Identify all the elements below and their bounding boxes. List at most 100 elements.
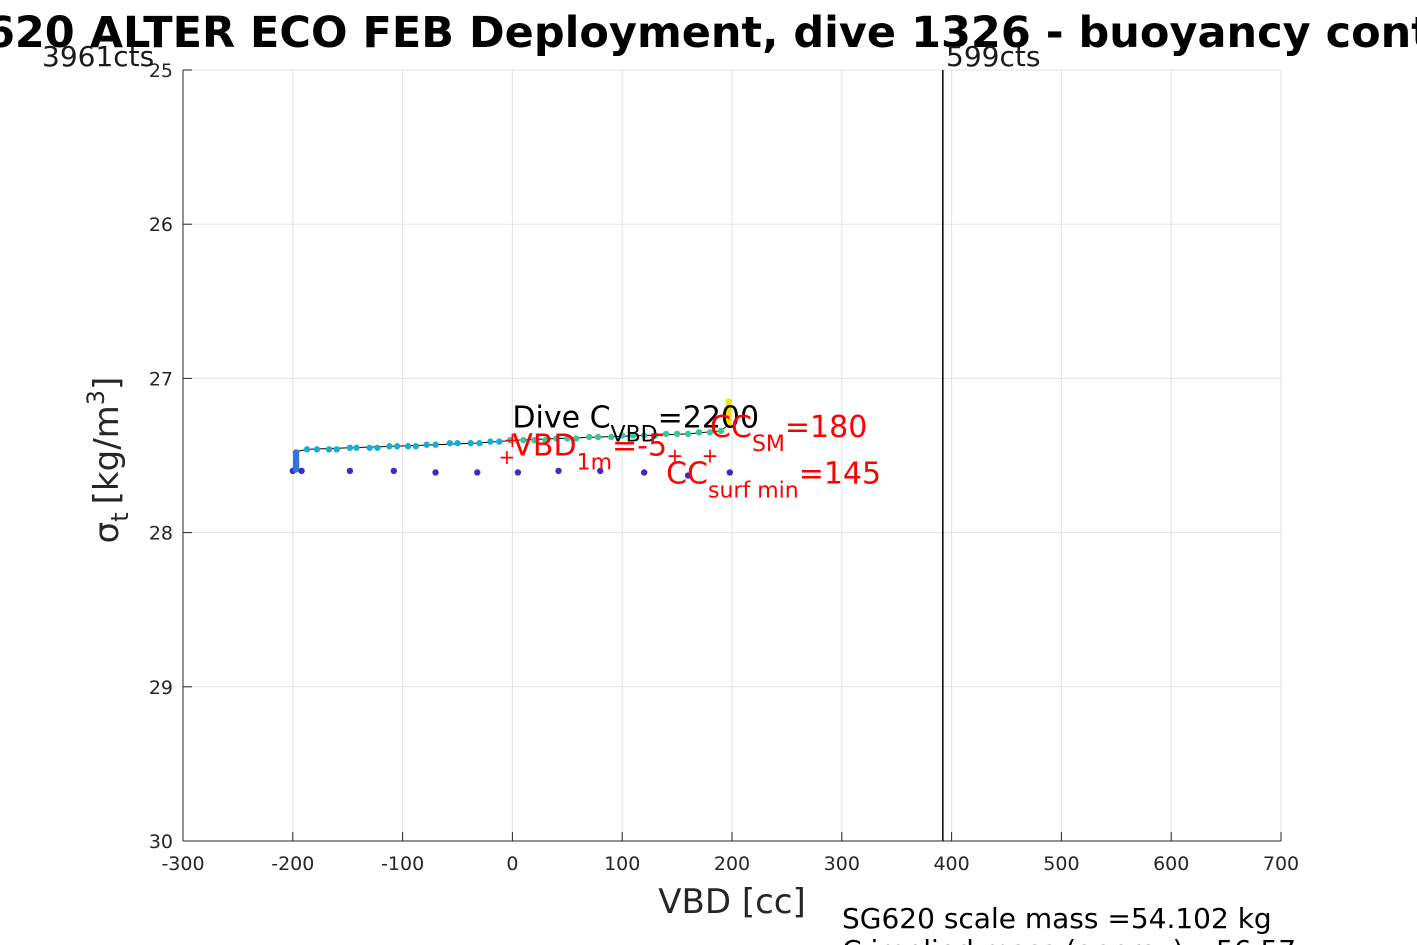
y-tick-label: 26 [149,214,173,236]
plus-markers: ++ + + [499,428,719,469]
data-point [684,472,692,479]
data-point [542,436,549,444]
y-axis-label-sub: t [106,512,134,521]
x-tick-label: -300 [161,853,204,875]
annotation-dive-c-sub: VBD [611,423,658,448]
annotation-vbd-1m-tail: =-5 [612,429,667,464]
data-point [608,433,615,441]
plus-marker: + [702,444,719,468]
annotation-cc-surf-tail: =145 [799,456,881,491]
data-point [640,432,648,439]
data-point [695,429,703,436]
data-point [454,439,461,447]
data-point [662,430,670,438]
y-ticks: 25 26 27 28 29 30 [149,60,192,853]
right-count-label: 599cts [946,40,1040,73]
data-point [725,407,732,414]
annotation-cc-surf-min: CCsurf min=145 [666,456,881,503]
y-axis-label-unit: [kg/m [87,405,127,504]
data-point [597,467,604,475]
data-point [474,469,481,476]
data-point [629,432,637,439]
data-point [386,443,393,450]
data-point [333,446,340,453]
plus-marker: + [667,444,684,468]
data-point [303,446,311,453]
data-point [423,441,430,448]
data-point [467,439,474,447]
data-point [393,443,401,450]
annotation-cc-sm: CCSM=180 [710,410,867,457]
data-point [531,436,538,444]
data-point [325,446,333,453]
data-point [487,438,494,445]
y-axis-label-symbol: σ [87,522,127,544]
x-tick-label: 200 [714,853,750,875]
data-point [594,433,602,441]
data-point [564,435,571,442]
annotation-cc-sm-tail: =180 [785,410,867,445]
data-point [374,444,381,451]
data-point [514,469,522,476]
x-tick-label: -200 [271,853,314,875]
data-points [289,398,734,479]
data-point [412,443,419,450]
annotation-dive-c: Dive CVBD=2200 [512,401,759,448]
x-axis-label: VBD [cc] [658,882,806,922]
data-point [496,438,503,445]
data-point [366,444,373,451]
x-tick-label: 600 [1153,853,1189,875]
y-tick-label: 29 [149,677,173,699]
y-tick-label: 25 [149,60,173,82]
data-point [298,467,305,475]
data-point [346,444,354,451]
data-point [684,430,692,438]
footer-implied-mass: C implied mass (approx) =56.57 [842,934,1296,945]
grid [182,69,1282,842]
y-axis-label-unit-end: ] [87,377,127,390]
data-point [725,421,732,428]
data-point [292,466,300,473]
data-point [553,435,560,442]
annotation-cc-surf-sub: surf min [708,478,799,503]
y-tick-label: 28 [149,523,173,545]
data-point [640,469,648,476]
data-point [390,467,398,475]
data-point [726,469,734,476]
left-count-label: 3961cts [42,40,154,73]
x-ticks: -300 -200 -100 0 100 200 300 400 500 600 700 [161,832,1299,875]
x-tick-label: 300 [824,853,860,875]
y-tick-label: 27 [149,368,173,390]
x-tick-label: 400 [933,853,969,875]
data-point [432,469,439,476]
plus-marker: + [499,445,516,469]
annotation-cc-sm-sub: SM [752,432,785,457]
data-point [353,444,360,451]
data-point [507,436,514,444]
y-axis-label: σt [kg/m3] [82,377,134,544]
data-point [476,439,483,447]
data-point [404,443,412,450]
annotation-dive-c-tail: =2200 [658,401,759,436]
data-point [555,467,562,475]
data-point [651,432,659,439]
data-point [725,416,732,424]
footer-scale-mass: SG620 scale mass =54.102 kg [842,902,1272,935]
x-tick-label: 0 [506,853,518,875]
data-point [586,433,593,441]
data-point [446,439,454,447]
annotation-vbd-1m-main: VBD [512,429,576,464]
x-tick-label: 100 [604,853,640,875]
annotation-cc-sm-main: CC [710,410,752,445]
data-point [432,441,439,448]
annotation-dive-c-main: Dive C [512,401,610,436]
x-tick-label: 700 [1263,853,1299,875]
annotation-cc-surf-main: CC [666,456,708,491]
data-point [572,435,580,442]
y-axis-label-unit-sup: 3 [82,390,110,405]
plus-marker: + [504,428,521,452]
chart-title: SG620 ALTER ECO FEB Deployment, dive 132… [0,8,1417,58]
data-point [725,398,732,405]
data-point [313,446,321,453]
